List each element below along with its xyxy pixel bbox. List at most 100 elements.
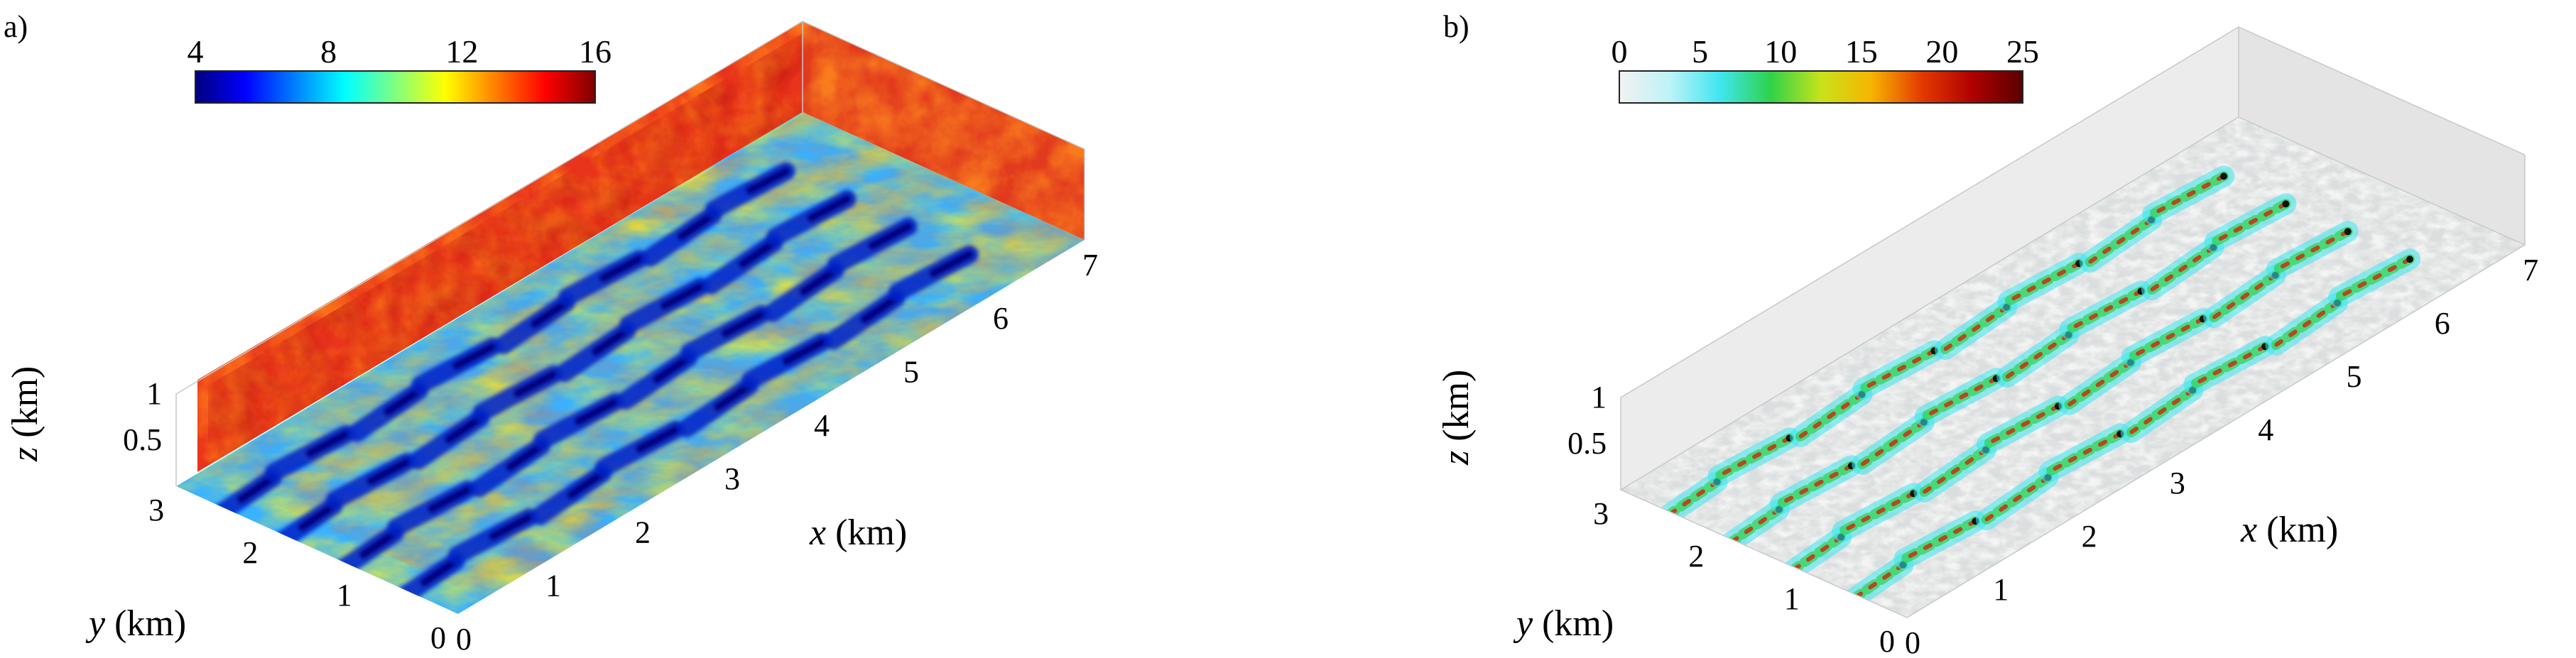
- colorbar-a: 4 8 12 16: [188, 33, 612, 104]
- turbine-wake-core: [1922, 447, 1989, 494]
- x-tick-label: 5: [903, 355, 919, 390]
- colorbar-b: 0 5 10 15 20 25: [1612, 33, 2040, 104]
- turbine-wake-core: [489, 512, 533, 541]
- x-tick-label: 0: [1905, 625, 1920, 658]
- turbine-marker: [2220, 172, 2228, 180]
- colorbar-b-strip: [1619, 70, 2023, 104]
- turbine-wake-core: [2151, 174, 2227, 216]
- x-axis-label-a: x: [809, 512, 826, 553]
- turbine-wake-core: [445, 414, 485, 444]
- y-axis-title-a: y (km): [85, 603, 186, 644]
- back-wall-b: [1621, 27, 2239, 490]
- turbine-wake-core: [807, 194, 852, 223]
- turbine-wake-core: [1840, 491, 1916, 534]
- turbine-wake-core: [2047, 432, 2123, 474]
- y-tick-label: 0: [1879, 624, 1895, 658]
- turbine-wake-core: [428, 485, 472, 513]
- z-tick-label: 0.5: [1567, 426, 1607, 461]
- turbine-wake-core: [721, 309, 766, 338]
- svg-text:x (km): x (km): [2240, 510, 2338, 550]
- turbine-wake-core: [530, 298, 570, 329]
- turbine-wake-core: [2005, 332, 2071, 379]
- turbine-wake-core: [1860, 420, 1926, 466]
- svg-text:x (km): x (km): [809, 512, 907, 553]
- x-axis-title-a: x (km): [809, 512, 907, 553]
- back-wall-a: [197, 21, 803, 472]
- x-tick-label: 4: [2258, 412, 2273, 447]
- turbine-wake-core: [677, 211, 717, 241]
- turbine-wake-core: [359, 529, 399, 559]
- turbine-wake-core: [1798, 392, 1864, 439]
- z-axis-label-a: z: [5, 447, 45, 462]
- turbine-wake-core: [2212, 202, 2288, 244]
- box-a: [175, 21, 1085, 486]
- turbine-wake-core: [452, 342, 497, 371]
- colorbar-tick-label: 25: [2006, 33, 2039, 70]
- volume-b: 0 1 2 3 4 5 6 7 0 1 2 3 0.5 1 x (km) y (km) z (km): [1436, 26, 2538, 658]
- turbine-wake-core: [799, 266, 839, 296]
- svg-text:y (km): y (km): [1513, 603, 1614, 644]
- colorbar-a-ticks: 4 8 12 16: [188, 33, 612, 70]
- turbine-wake-core: [1923, 376, 1999, 419]
- turbine-wake-core: [1902, 519, 1978, 561]
- colorbar-a-strip: [195, 70, 596, 104]
- turbine-wake-core: [384, 386, 424, 416]
- x-tick-label: 3: [2170, 466, 2185, 500]
- turbine-wake-core: [1653, 479, 1719, 526]
- x-tick-label: 6: [993, 301, 1009, 336]
- y-tick-label: 1: [337, 578, 352, 613]
- y-axis-title-b: y (km): [1513, 603, 1614, 644]
- x-tick-label: 0: [456, 622, 472, 657]
- box-b: [1619, 26, 2526, 618]
- turbine-wake-core: [599, 254, 644, 283]
- turbine-wake-core: [506, 442, 546, 471]
- panel-label-b: b): [1443, 9, 1469, 44]
- y-axis-unit-a: (km): [114, 603, 186, 644]
- colorbar-b-ticks: 0 5 10 15 20 25: [1612, 33, 2040, 70]
- colorbar-tick-label: 0: [1612, 33, 1628, 70]
- x-tick-label: 4: [814, 408, 830, 443]
- turbine-wake-core: [746, 167, 790, 195]
- y-tick-label: 2: [1688, 539, 1704, 574]
- side-wall-a: [803, 21, 1085, 240]
- turbine-marker: [2406, 256, 2413, 263]
- turbine-wake-core: [1716, 436, 1792, 478]
- turbine-wake-core: [860, 294, 901, 324]
- turbine-wake-core: [635, 425, 680, 454]
- turbine-wake-core: [2273, 300, 2340, 347]
- turbine-wake-core: [574, 397, 619, 426]
- turbine-wake-core: [652, 353, 692, 384]
- z-tick-label: 1: [146, 376, 162, 411]
- turbine-wake-core: [1942, 305, 2009, 351]
- turbine-wake-core: [1777, 534, 1844, 581]
- y-axis-label-a: y: [85, 603, 106, 644]
- x-tick-label: 7: [1082, 248, 1098, 283]
- turbine-wake-core: [1778, 464, 1854, 506]
- svg-text:y (km): y (km): [85, 603, 186, 644]
- turbine-wake-core: [1839, 562, 1906, 609]
- turbine-marker: [2282, 200, 2290, 208]
- colorbar-tick-label: 12: [445, 33, 478, 70]
- x-axis-unit-a: (km): [835, 512, 907, 553]
- turbine-wake-core: [420, 556, 460, 587]
- turbine-wake-core: [366, 457, 411, 486]
- z-axis-unit-a: (km): [5, 366, 45, 438]
- turbine-wake-core: [2129, 388, 2195, 434]
- z-axis-unit-b: (km): [1436, 370, 1477, 442]
- side-wall-b: [2239, 27, 2525, 245]
- turbine-wake-core: [660, 282, 705, 310]
- turbine-wake-core: [2149, 245, 2216, 292]
- x-axis-title-b: x (km): [2240, 510, 2338, 550]
- colorbar-tick-label: 20: [1925, 33, 1958, 70]
- x-tick-label: 6: [2435, 306, 2450, 341]
- panel-b: b) 0 5 10 15 20 25 0 1 2 3 4 5 6 7 0 1 2 3 0.5 1 x (km): [1436, 9, 2538, 658]
- turbine-marker: [2344, 228, 2352, 236]
- turbine-wake-core: [298, 501, 338, 532]
- turbine-wake-core: [713, 381, 754, 412]
- colorbar-tick-label: 8: [320, 33, 337, 70]
- y-tick-label: 3: [148, 493, 164, 527]
- x-tick-label: 7: [2523, 253, 2538, 287]
- turbine-wake-core: [2087, 217, 2154, 264]
